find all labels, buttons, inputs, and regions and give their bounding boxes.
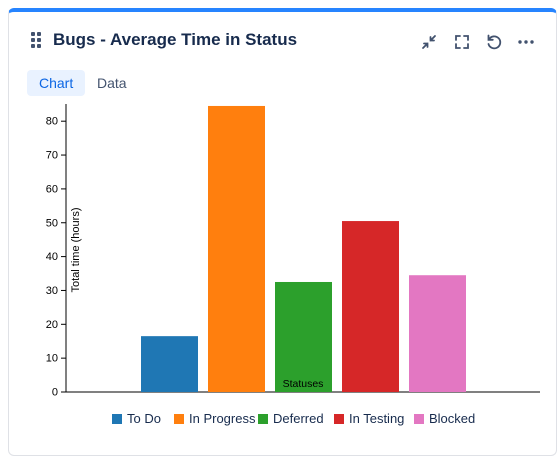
drag-handle-icon[interactable] (31, 32, 43, 48)
tab-data[interactable]: Data (97, 75, 127, 91)
y-tick-label: 50 (46, 217, 58, 229)
more-icon[interactable] (516, 32, 536, 52)
bar-in-progress (208, 105, 265, 392)
refresh-icon[interactable] (484, 32, 504, 52)
legend-swatch (174, 414, 184, 424)
legend-label: Deferred (273, 411, 324, 426)
tab-chart[interactable]: Chart (27, 70, 86, 96)
y-tick-label: 80 (46, 116, 58, 128)
x-axis-label: Statuses (283, 378, 324, 390)
widget-header: Bugs - Average Time in Status (9, 12, 556, 68)
bar-deferred (275, 281, 332, 392)
bar-to-do (141, 336, 198, 392)
y-axis-label: Total time (hours) (70, 208, 82, 293)
legend-swatch (334, 414, 344, 424)
legend-label: Blocked (429, 411, 476, 426)
legend-swatch (258, 414, 268, 424)
y-tick-label: 60 (46, 183, 58, 195)
y-tick-label: 10 (46, 353, 58, 365)
collapse-icon[interactable] (419, 32, 439, 52)
legend-swatch (112, 414, 122, 424)
bar-in-testing (342, 221, 399, 392)
bar-blocked (409, 275, 466, 392)
legend-label: In Testing (349, 411, 405, 426)
y-tick-label: 70 (46, 150, 58, 162)
legend-label: In Progress (189, 411, 256, 426)
widget-title: Bugs - Average Time in Status (53, 30, 298, 49)
y-tick-label: 20 (46, 319, 58, 331)
y-tick-label: 40 (46, 251, 58, 263)
fullscreen-icon[interactable] (452, 32, 472, 52)
legend-label: To Do (127, 411, 161, 426)
y-tick-label: 30 (46, 285, 58, 297)
legend-swatch (414, 414, 424, 424)
y-tick-label: 0 (52, 387, 58, 399)
